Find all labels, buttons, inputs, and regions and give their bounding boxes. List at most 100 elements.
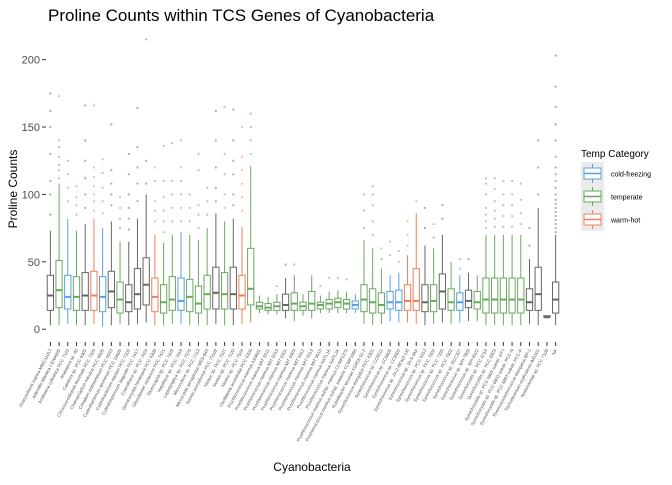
outlier-point [397, 249, 400, 253]
box [360, 284, 368, 313]
box [308, 290, 316, 311]
outlier-point [75, 213, 78, 216]
box [72, 276, 81, 311]
outlier-point [57, 155, 61, 158]
outlier-point [275, 284, 278, 288]
box-group [360, 193, 368, 324]
outlier-point [188, 220, 191, 223]
box [552, 281, 560, 314]
outlier-point [362, 227, 366, 230]
outlier-point [214, 109, 217, 112]
box [525, 288, 534, 311]
outlier-point [458, 258, 461, 261]
outlier-point [537, 139, 540, 142]
outlier-point [423, 206, 427, 210]
outlier-point [57, 163, 61, 166]
outlier-point [118, 196, 122, 199]
box-group [142, 38, 150, 323]
plot-area [46, 38, 560, 327]
outlier-point [223, 206, 226, 210]
outlier-point [232, 159, 235, 162]
outlier-point [92, 175, 96, 179]
outlier-point [49, 213, 52, 216]
outlier-point [249, 125, 252, 129]
outlier-point [389, 253, 392, 257]
box-group [81, 104, 89, 326]
box [473, 290, 481, 310]
box [491, 277, 499, 314]
outlier-point [510, 193, 514, 196]
outlier-point [136, 200, 139, 203]
outlier-point [49, 193, 52, 196]
box-group [116, 196, 124, 324]
legend-item: warm-hot [581, 208, 640, 231]
outlier-point [362, 193, 366, 196]
box-group [238, 125, 246, 324]
outlier-point [57, 169, 61, 172]
outlier-point [554, 173, 557, 176]
legend-item: cold-freezing [581, 162, 651, 185]
box [430, 284, 438, 313]
outlier-point [118, 206, 122, 210]
outlier-point [214, 139, 217, 142]
outlier-point [214, 200, 217, 203]
outlier-point [66, 159, 69, 162]
legend-label: warm-hot [610, 218, 640, 225]
outlier-point [49, 179, 52, 183]
outlier-point [110, 169, 113, 172]
outlier-point [240, 155, 244, 158]
outlier-point [249, 152, 252, 156]
outlier-point [554, 231, 557, 234]
outlier-point [345, 278, 348, 281]
outlier-point [519, 182, 522, 185]
outlier-point [92, 185, 96, 188]
box-group [543, 315, 551, 319]
outlier-point [171, 206, 174, 210]
outlier-point [484, 177, 488, 180]
outlier-point [171, 142, 174, 145]
outlier-point [493, 209, 496, 212]
outlier-point [136, 146, 139, 149]
outlier-point [197, 204, 200, 207]
box [517, 277, 525, 314]
outlier-point [49, 125, 52, 129]
outlier-point [110, 193, 113, 196]
box-group [107, 123, 115, 326]
box-group [308, 275, 316, 319]
box-group [508, 179, 516, 326]
outlier-point [145, 159, 148, 162]
outlier-point [153, 209, 156, 212]
outlier-point [153, 179, 156, 183]
outlier-point [502, 214, 505, 218]
box-group [412, 200, 420, 324]
outlier-point [75, 204, 78, 207]
legend-label: cold-freezing [611, 172, 651, 179]
outlier-point [232, 139, 235, 142]
outlier-point [110, 182, 113, 185]
outlier-point [510, 204, 514, 207]
outlier-point [371, 220, 374, 223]
outlier-point [84, 139, 87, 142]
box-group [534, 139, 542, 326]
outlier-point [206, 186, 209, 189]
outlier-point [84, 177, 87, 180]
outlier-point [554, 155, 557, 158]
outlier-point [49, 109, 52, 112]
outlier-point [537, 166, 540, 169]
outlier-point [101, 171, 104, 174]
outlier-point [441, 204, 444, 207]
box-group [220, 105, 229, 326]
outlier-point [162, 231, 165, 234]
outlier-point [484, 213, 488, 216]
outlier-point [484, 227, 488, 230]
legend-item: temperate [581, 185, 643, 208]
box-group [403, 220, 412, 323]
outlier-point [484, 206, 488, 210]
box [81, 272, 89, 311]
box [247, 247, 255, 306]
outlier-point [554, 85, 557, 88]
box [203, 274, 211, 310]
outlier-point [179, 179, 183, 183]
box [447, 288, 455, 311]
box [116, 281, 124, 314]
